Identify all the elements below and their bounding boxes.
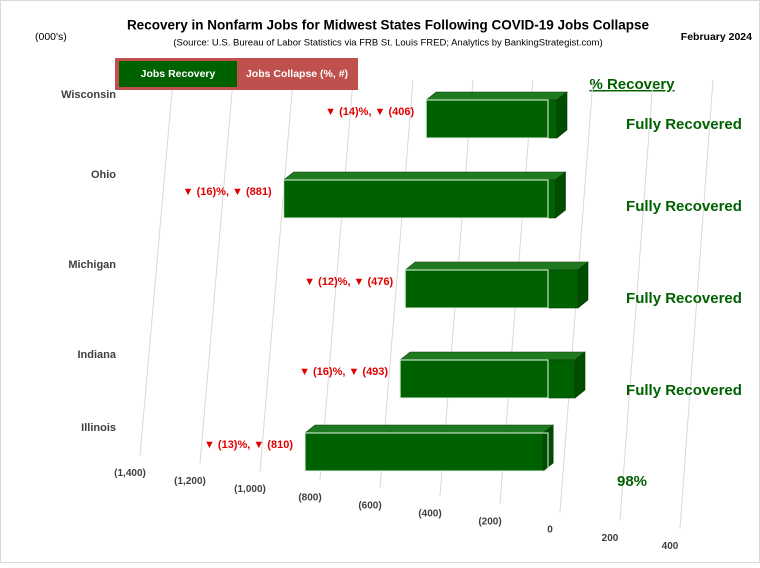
x-tick-label: 400	[662, 541, 679, 552]
x-tick-label: 0	[547, 525, 553, 536]
date-label: February 2024	[681, 31, 752, 43]
chart-subtitle: (Source: U.S. Bureau of Labor Statistics…	[173, 38, 602, 49]
collapse-outline	[399, 359, 549, 399]
bar	[304, 432, 544, 472]
legend-swatch	[237, 58, 358, 90]
legend-label: Jobs Collapse (%, #)	[246, 68, 348, 80]
bar	[399, 359, 576, 399]
collapse-outline	[283, 179, 549, 219]
collapse-label: ▼ (16)%, ▼ (493)	[299, 366, 388, 378]
recovery-label: 98%	[617, 473, 647, 490]
bar-top	[282, 171, 567, 181]
recovery-label: Fully Recovered	[626, 116, 742, 133]
bar-top	[425, 91, 568, 101]
collapse-outline	[425, 99, 549, 139]
category-label: Illinois	[81, 422, 116, 434]
grid-line	[679, 79, 714, 529]
x-tick-label: (1,400)	[114, 468, 146, 479]
bar	[425, 99, 558, 139]
x-tick-label: (1,000)	[234, 484, 266, 495]
collapse-label: ▼ (16)%, ▼ (881)	[183, 186, 272, 198]
x-tick-label: (1,200)	[174, 476, 206, 487]
legend-label: Jobs Recovery	[141, 68, 216, 80]
grid-line	[259, 79, 294, 472]
bar-side	[555, 171, 566, 219]
grid-line	[319, 79, 354, 480]
recovery-label: Fully Recovered	[626, 382, 742, 399]
recovery-label: Fully Recovered	[626, 198, 742, 215]
x-tick-label: (400)	[418, 509, 441, 520]
category-label: Wisconsin	[61, 89, 116, 101]
grid-line	[379, 79, 414, 488]
recovery-header: % Recovery	[589, 76, 675, 93]
x-tick-label: 200	[602, 533, 619, 544]
chart-title: Recovery in Nonfarm Jobs for Midwest Sta…	[127, 18, 650, 33]
bar-side	[574, 351, 586, 399]
x-tick-label: (200)	[478, 517, 501, 528]
collapse-outline	[404, 269, 549, 309]
recovery-label: Fully Recovered	[626, 290, 742, 307]
collapse-outline	[304, 432, 549, 472]
bar	[283, 179, 556, 219]
bar	[404, 269, 579, 309]
x-tick-label: (600)	[358, 500, 381, 511]
category-label: Michigan	[68, 259, 116, 271]
collapse-label: ▼ (12)%, ▼ (476)	[304, 276, 393, 288]
grid-line	[199, 79, 234, 464]
bar-side	[577, 261, 589, 309]
collapse-label: ▼ (14)%, ▼ (406)	[325, 106, 414, 118]
grid-line	[139, 79, 174, 456]
x-tick-label: (800)	[298, 492, 321, 503]
category-label: Indiana	[77, 349, 116, 361]
unit-label: (000's)	[35, 31, 67, 43]
bar-top	[304, 424, 555, 434]
collapse-label: ▼ (13)%, ▼ (810)	[204, 439, 293, 451]
grid-line	[619, 79, 654, 521]
category-label: Ohio	[91, 169, 116, 181]
bar-top	[404, 261, 589, 271]
bar-top	[399, 351, 586, 361]
legend-swatch	[119, 61, 237, 87]
bar-side	[556, 91, 568, 139]
